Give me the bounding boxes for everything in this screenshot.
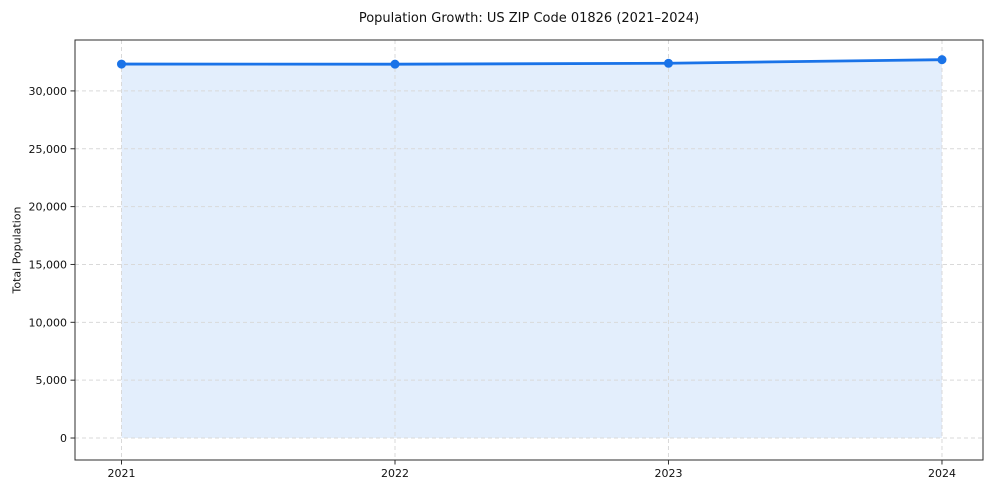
x-tick-label: 2022 — [381, 467, 409, 480]
y-tick-label: 10,000 — [29, 316, 68, 329]
y-tick-label: 30,000 — [29, 85, 68, 98]
data-point — [116, 59, 126, 69]
x-tick-label: 2024 — [928, 467, 956, 480]
plot-border — [74, 39, 984, 461]
y-tick-label: 20,000 — [29, 201, 68, 214]
x-tick-label: 2023 — [654, 467, 682, 480]
data-point — [937, 55, 947, 65]
y-tick-label: 15,000 — [29, 258, 68, 271]
trend-line — [120, 58, 944, 66]
y-tick-label: 0 — [60, 432, 67, 445]
chart-title: Population Growth: US ZIP Code 01826 (20… — [358, 11, 700, 26]
area-fill — [121, 59, 942, 439]
y-tick-label: 5,000 — [36, 374, 68, 387]
data-point — [663, 58, 673, 68]
y-tick-label: 25,000 — [29, 143, 68, 156]
x-tick-label: 2021 — [107, 467, 135, 480]
data-point — [390, 59, 400, 69]
